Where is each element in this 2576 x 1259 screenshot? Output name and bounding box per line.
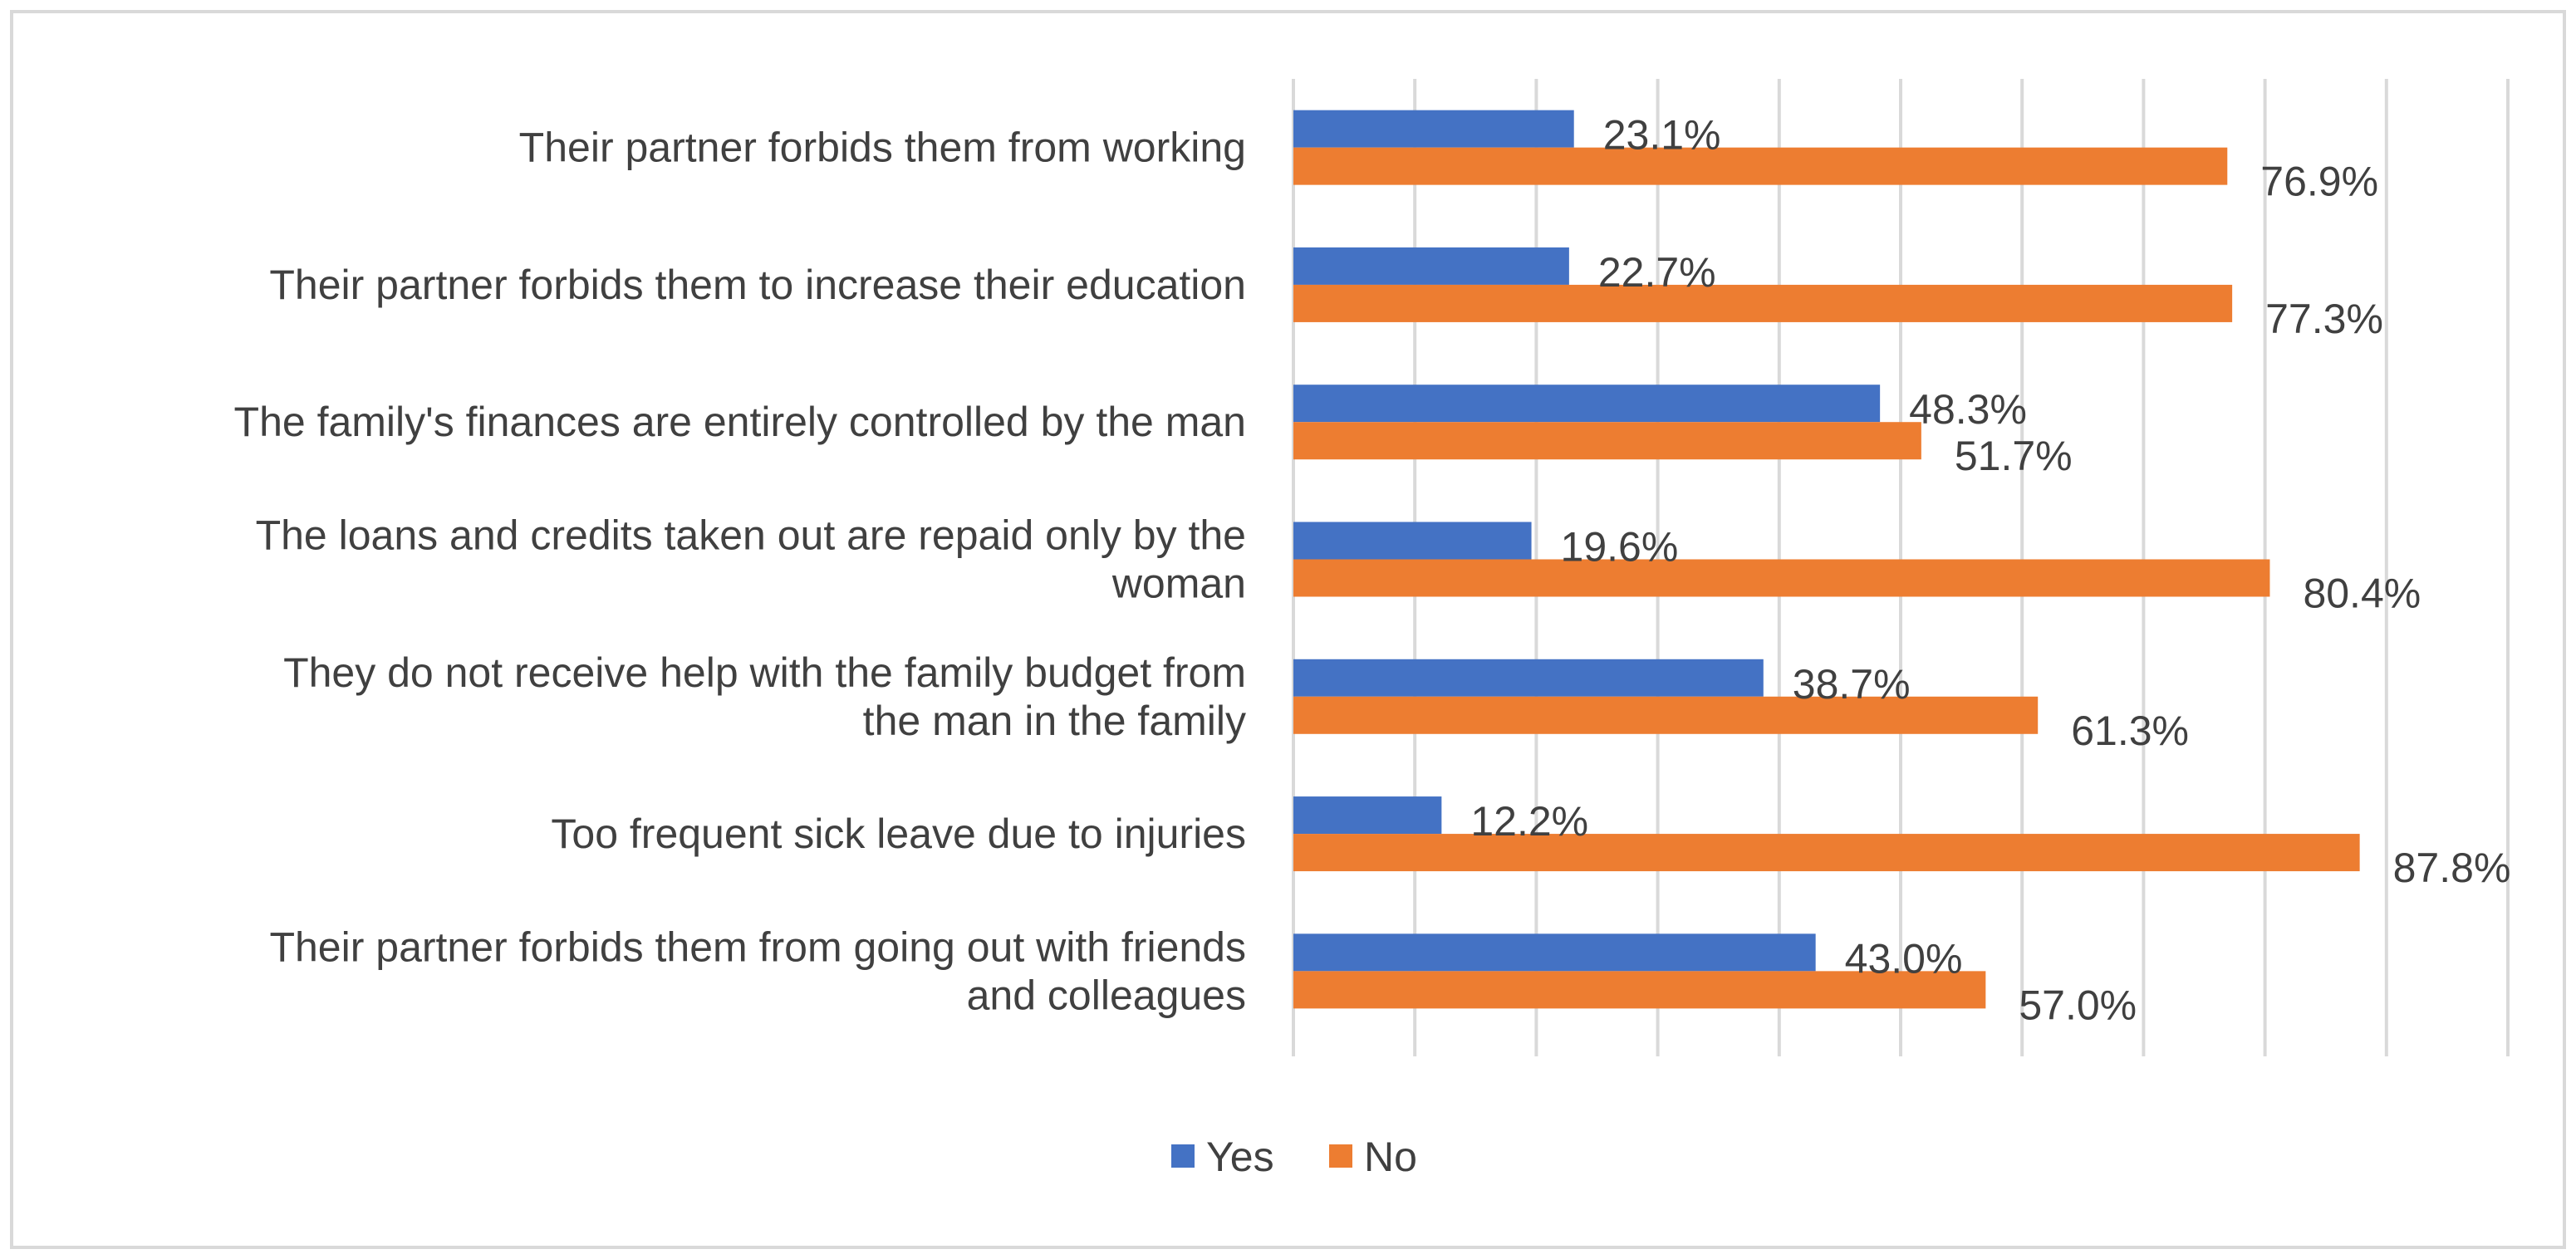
category-label: The loans and credits taken out are repa…: [256, 512, 1246, 607]
bar-no: [1293, 284, 2233, 322]
data-label: 80.4%: [2303, 571, 2421, 617]
data-label: 76.9%: [2260, 159, 2378, 205]
category-label: Their partner forbids them from going ou…: [269, 923, 1246, 1018]
bar-no: [1293, 147, 2228, 185]
bar-yes: [1293, 110, 1574, 148]
chart-border: [10, 10, 2566, 1249]
legend: Yes No: [1171, 1134, 1417, 1180]
bar-yes: [1293, 247, 1569, 285]
data-label: 48.3%: [1909, 386, 2027, 433]
data-labels: 23.1% 76.9% 22.7% 77.3% 48.3%51.7% 19.6% 80.4%…: [1470, 112, 2510, 1029]
bar-no: [1293, 422, 1921, 460]
data-label: 19.6%: [1561, 524, 1679, 571]
legend-swatch-yes: [1171, 1144, 1195, 1168]
data-label: 43.0%: [1845, 935, 1963, 982]
category-label: Their partner forbids them to increase t…: [269, 262, 1246, 308]
data-label: 22.7%: [1598, 249, 1716, 296]
legend-label-no: No: [1364, 1134, 1417, 1180]
legend-label-yes: Yes: [1206, 1134, 1274, 1180]
data-label: 51.7%: [1955, 433, 2073, 479]
data-label: 57.0%: [2019, 982, 2137, 1028]
data-label: 12.2%: [1470, 798, 1588, 845]
category-label: They do not receive help with the family…: [283, 649, 1246, 744]
legend-swatch-no: [1329, 1144, 1352, 1168]
bar-no: [1293, 559, 2270, 597]
bar-no: [1293, 834, 2360, 872]
bars: [1293, 110, 2360, 1009]
category-label: Too frequent sick leave due to injuries: [551, 811, 1246, 857]
bar-yes: [1293, 796, 1442, 835]
data-label: 87.8%: [2393, 845, 2511, 891]
data-label: 38.7%: [1793, 661, 1911, 708]
bar-yes: [1293, 659, 1764, 697]
bar-yes: [1293, 522, 1532, 560]
bar-yes: [1293, 385, 1881, 423]
bar-yes: [1293, 933, 1816, 972]
data-label: 77.3%: [2265, 296, 2383, 342]
data-label: 61.3%: [2071, 708, 2189, 754]
category-label: Their partner forbids them from working: [519, 125, 1246, 171]
bar-no: [1293, 696, 2039, 734]
category-labels: Their partner forbids them from working T…: [234, 125, 1246, 1019]
data-label: 23.1%: [1603, 112, 1721, 159]
category-label: The family's finances are entirely contr…: [234, 399, 1246, 445]
bar-no: [1293, 971, 1986, 1009]
